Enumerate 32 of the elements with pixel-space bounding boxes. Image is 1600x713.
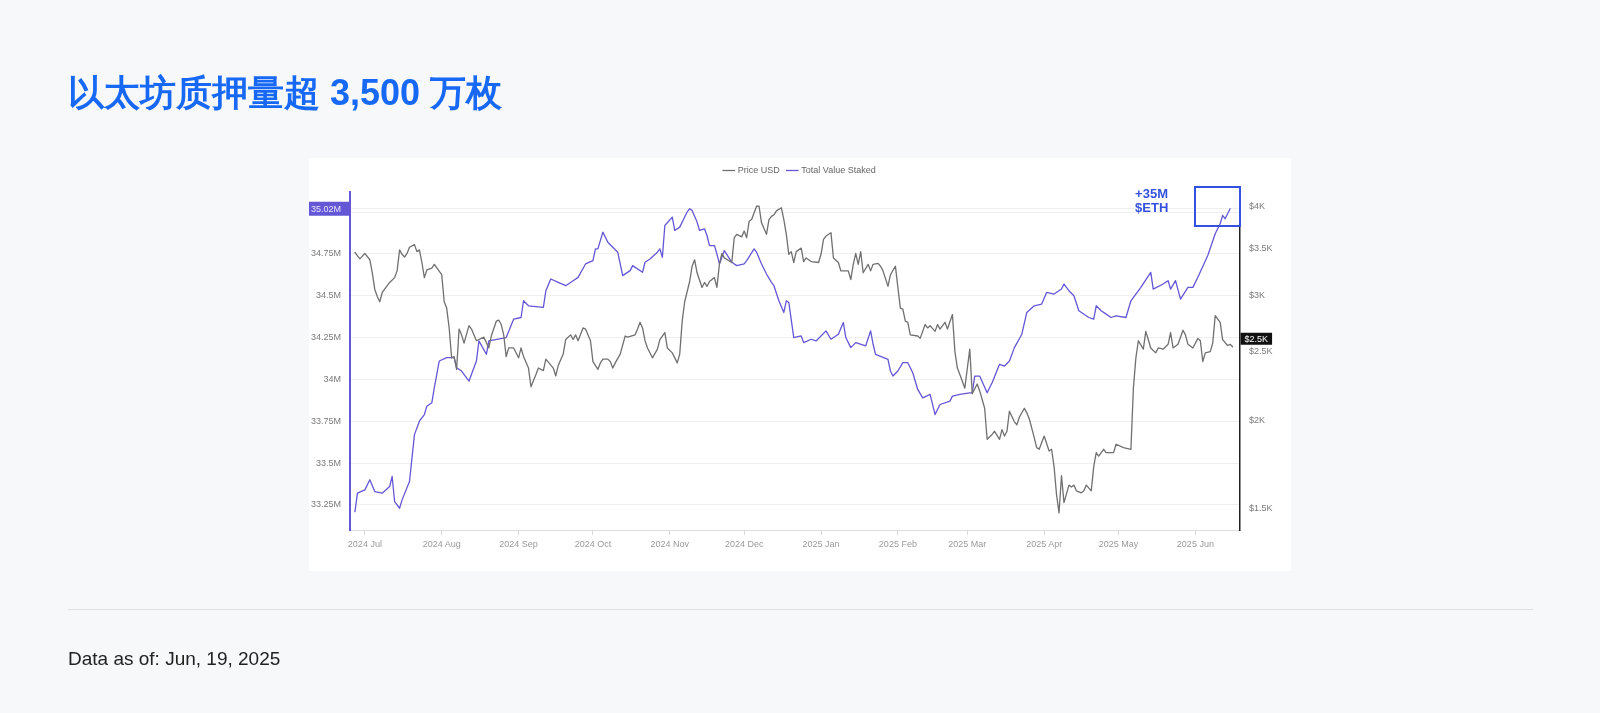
y2-tick-label: $1.5K [1249, 503, 1273, 514]
x-tick-label: 2025 Jan [802, 538, 840, 549]
x-tick-label: 2025 Mar [948, 538, 987, 549]
y2-tick-label: $3.5K [1249, 242, 1273, 253]
y2-tick-label: $2K [1249, 414, 1266, 425]
data-label: $2.5K [1244, 333, 1269, 344]
y-tick-label: 33.75M [310, 415, 341, 426]
x-tick-label: 2024 Oct [574, 538, 612, 549]
y-tick-label: 33.5M [315, 457, 341, 468]
y2-tick-label: $4K [1249, 201, 1266, 212]
y-tick-label: 35.02M [310, 203, 341, 214]
y2-tick-label: $3K [1249, 290, 1266, 300]
chart-title: 以太坊质押量超 3,500 万枚 [68, 71, 503, 115]
y-tick-label: 33.25M [310, 499, 341, 510]
y-tick-label: 34.25M [310, 332, 341, 343]
text: Data as of: Jun, 19, 2025 [68, 648, 281, 670]
x-tick-label: 2024 Dec [724, 538, 764, 549]
y2-tick-label: $2.5K [1249, 346, 1273, 357]
x-tick-label: 2025 Apr [1026, 538, 1063, 549]
y-tick-label: 34.5M [315, 290, 341, 301]
annotation: +35M $ETH [1135, 186, 1170, 215]
x-tick-label: 2024 Sep [499, 538, 538, 549]
x-tick-label: 2024 Jul [347, 538, 382, 549]
legend-label: Price USD [737, 164, 781, 175]
x-tick-label: 2024 Aug [422, 538, 461, 549]
legend-label: Total Value Staked [801, 164, 876, 175]
x-tick-label: 2024 Nov [650, 538, 690, 549]
y-tick-label: 34M [323, 373, 341, 384]
x-tick-label: 2025 Jun [1176, 538, 1214, 549]
x-tick-label: 2025 Feb [878, 538, 917, 549]
y-tick-label: 34.75M [310, 248, 341, 259]
x-tick-label: 2025 May [1098, 538, 1139, 549]
